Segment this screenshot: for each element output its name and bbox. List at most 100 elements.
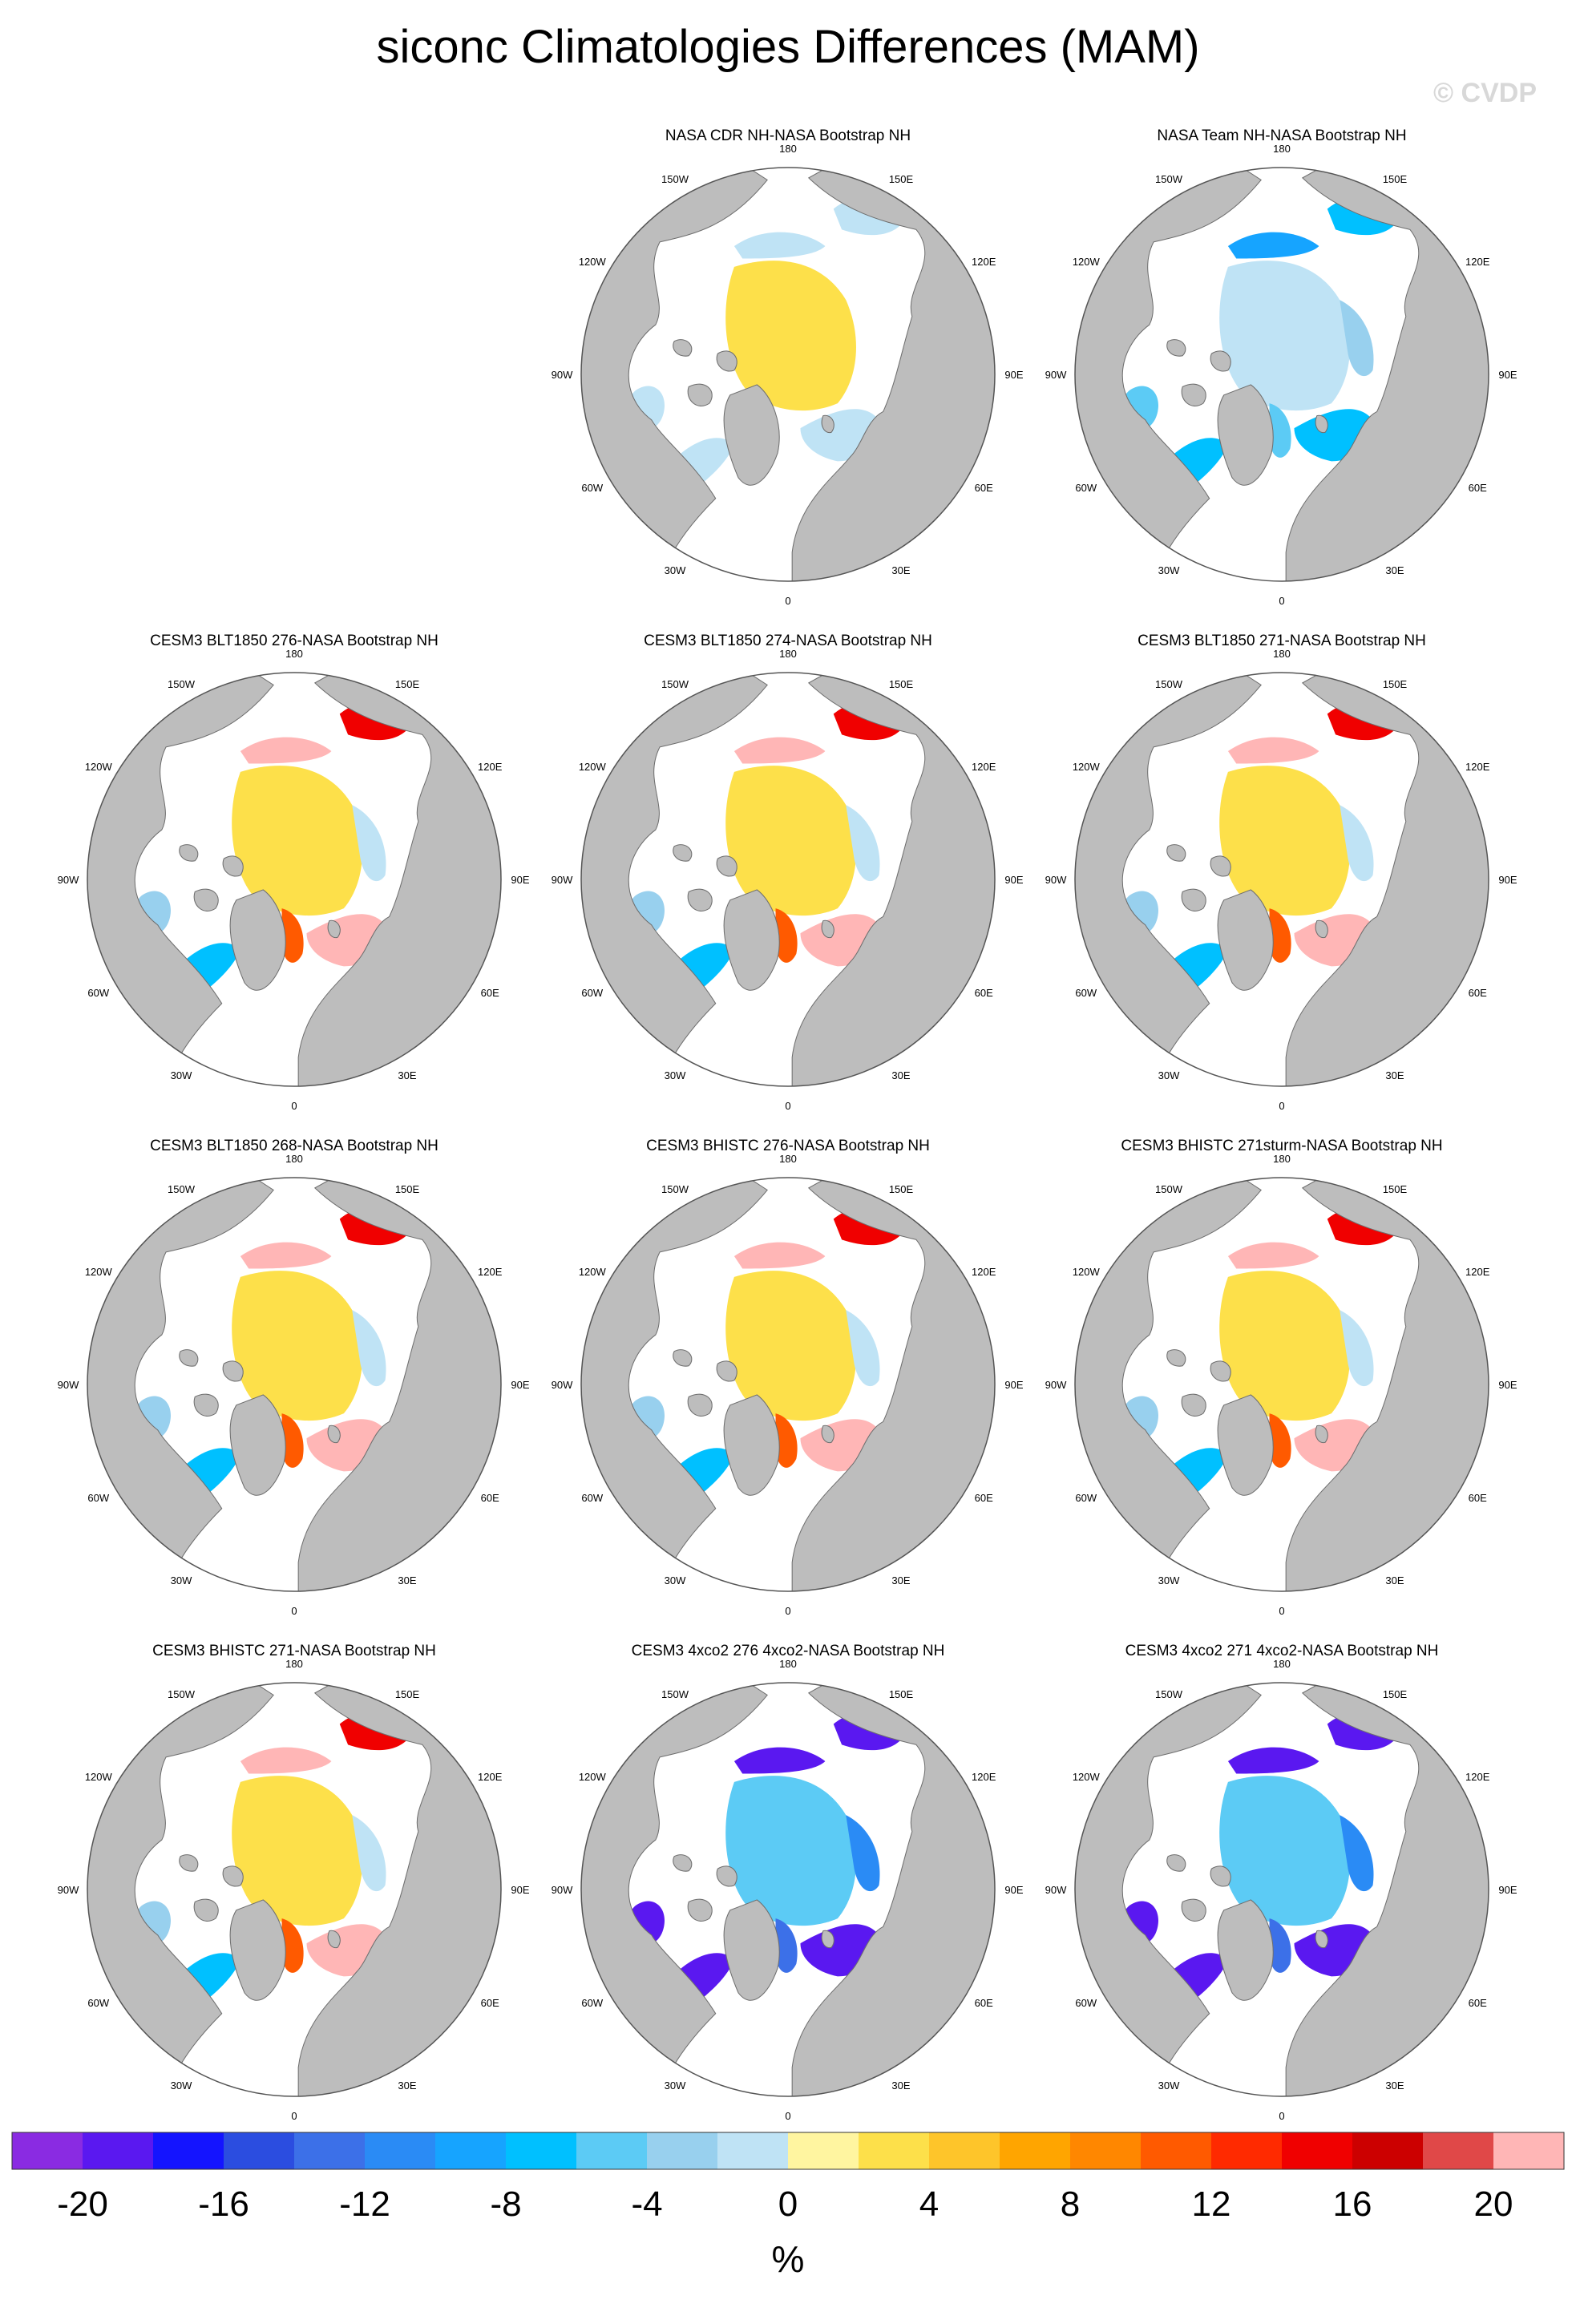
landmass bbox=[716, 1360, 737, 1382]
longitude-label: 150E bbox=[395, 1688, 420, 1700]
sea-ice-region bbox=[846, 1815, 880, 1892]
colorbar: -20 -16 -12 -8 -4 0 4 8 12 16 20% bbox=[11, 2132, 1565, 2280]
longitude-label: 90W bbox=[1045, 369, 1067, 381]
landmass bbox=[723, 384, 780, 486]
landmass bbox=[222, 1360, 244, 1382]
sea-ice-region bbox=[1219, 1776, 1350, 1926]
colorbar-bin bbox=[1352, 2132, 1424, 2169]
longitude-label: 150W bbox=[1155, 1183, 1183, 1195]
landmass bbox=[1217, 889, 1274, 991]
longitude-label: 30E bbox=[398, 2079, 416, 2092]
map-frame bbox=[580, 1177, 996, 1592]
sea-ice-region bbox=[1269, 1413, 1291, 1468]
landmass bbox=[327, 919, 341, 939]
longitude-label: 120W bbox=[579, 1771, 607, 1783]
landmass bbox=[229, 1394, 286, 1496]
longitude-label: 30W bbox=[1158, 1574, 1180, 1586]
longitude-label: 60E bbox=[481, 1997, 499, 2009]
map-frame bbox=[1074, 1682, 1489, 2097]
landmass bbox=[716, 350, 737, 372]
longitude-label: 150W bbox=[168, 678, 196, 690]
longitude-label: 120E bbox=[972, 256, 996, 268]
colorbar-bin bbox=[1070, 2132, 1142, 2169]
longitude-label: 30W bbox=[171, 1574, 192, 1586]
panel-title: CESM3 BLT1850 268-NASA Bootstrap NH bbox=[150, 1138, 438, 1154]
landmass bbox=[1210, 1360, 1231, 1382]
map-frame bbox=[87, 1682, 502, 2097]
landmass bbox=[821, 919, 834, 939]
landmass bbox=[327, 1425, 341, 1444]
longitude-label: 180 bbox=[779, 1658, 797, 1670]
landmass bbox=[673, 1349, 693, 1367]
panel-title: NASA CDR NH-NASA Bootstrap NH bbox=[665, 127, 911, 144]
longitude-label: 90E bbox=[1498, 1884, 1517, 1896]
longitude-label: 90W bbox=[1045, 874, 1067, 886]
landmass bbox=[687, 1898, 713, 1922]
sea-ice-region bbox=[1219, 766, 1350, 916]
longitude-label: 90W bbox=[58, 1884, 79, 1896]
longitude-label: 0 bbox=[785, 2110, 790, 2122]
sea-ice-region bbox=[240, 737, 332, 764]
map-frame bbox=[580, 672, 996, 1087]
sea-ice-region bbox=[1227, 1747, 1319, 1774]
sea-ice-region bbox=[352, 805, 386, 882]
colorbar-bin bbox=[83, 2132, 154, 2169]
landmass bbox=[723, 1394, 780, 1496]
map-panel: CESM3 BHISTC 271sturm-NASA Bootstrap NH 1… bbox=[1045, 1138, 1517, 1617]
longitude-label: 180 bbox=[285, 648, 303, 660]
longitude-label: 30E bbox=[1385, 1574, 1404, 1586]
sea-ice-difference-field bbox=[1121, 1712, 1398, 2043]
map-frame bbox=[87, 672, 502, 1087]
colorbar-bin bbox=[12, 2132, 83, 2169]
sea-ice-region bbox=[352, 1815, 386, 1892]
landmass bbox=[723, 889, 780, 991]
landmass bbox=[229, 1899, 286, 2001]
longitude-label: 150W bbox=[1155, 1688, 1183, 1700]
panel-title: CESM3 BHISTC 271sturm-NASA Bootstrap NH bbox=[1121, 1138, 1442, 1154]
longitude-label: 180 bbox=[1273, 648, 1291, 660]
longitude-label: 0 bbox=[1279, 1100, 1284, 1112]
longitude-label: 150E bbox=[889, 1688, 914, 1700]
landmass bbox=[1166, 1349, 1186, 1367]
sea-ice-region bbox=[232, 1271, 362, 1421]
longitude-label: 60W bbox=[1075, 1492, 1097, 1504]
longitude-label: 120W bbox=[85, 761, 113, 773]
longitude-label: 120E bbox=[478, 1771, 503, 1783]
sea-ice-region bbox=[733, 737, 826, 764]
colorbar-tick-label: -16 bbox=[198, 2185, 249, 2224]
landmass bbox=[1315, 919, 1328, 939]
sea-ice-region bbox=[352, 1310, 386, 1387]
sea-ice-region bbox=[846, 1310, 880, 1387]
sea-ice-region bbox=[725, 261, 856, 411]
longitude-label: 30W bbox=[665, 2079, 686, 2092]
sea-ice-region bbox=[733, 232, 826, 259]
longitude-label: 120E bbox=[972, 761, 996, 773]
longitude-label: 120W bbox=[85, 1266, 113, 1278]
longitude-label: 90W bbox=[552, 1884, 573, 1896]
longitude-label: 30E bbox=[891, 1069, 910, 1081]
longitude-label: 60W bbox=[1075, 987, 1097, 999]
longitude-label: 30W bbox=[171, 2079, 192, 2092]
colorbar-tick-label: 20 bbox=[1474, 2185, 1513, 2224]
sea-ice-region bbox=[240, 1747, 332, 1774]
longitude-label: 180 bbox=[779, 1153, 797, 1165]
longitude-label: 90E bbox=[1004, 369, 1023, 381]
longitude-label: 30E bbox=[1385, 564, 1404, 576]
map-frame bbox=[580, 1682, 996, 2097]
longitude-label: 120W bbox=[1073, 1771, 1101, 1783]
longitude-label: 90W bbox=[552, 369, 573, 381]
longitude-label: 150E bbox=[395, 678, 420, 690]
longitude-label: 150E bbox=[1383, 1183, 1408, 1195]
landmass bbox=[1166, 1854, 1186, 1872]
longitude-label: 0 bbox=[785, 1605, 790, 1617]
colorbar-bin bbox=[224, 2132, 295, 2169]
colorbar-tick-label: 4 bbox=[919, 2185, 939, 2224]
longitude-label: 0 bbox=[291, 1100, 297, 1112]
landmass bbox=[687, 888, 713, 911]
longitude-label: 150W bbox=[661, 1688, 689, 1700]
longitude-label: 180 bbox=[285, 1658, 303, 1670]
longitude-label: 30W bbox=[1158, 564, 1180, 576]
